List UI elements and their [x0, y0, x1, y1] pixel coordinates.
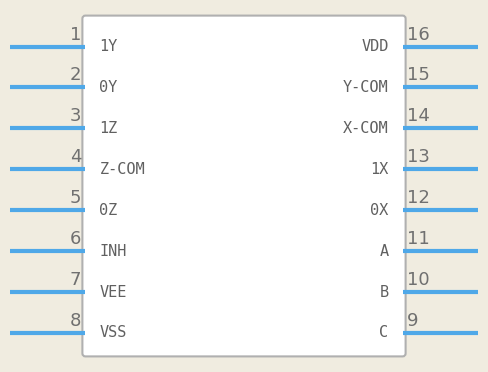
- Text: 10: 10: [407, 271, 429, 289]
- Text: 12: 12: [407, 189, 429, 207]
- Text: 0X: 0X: [370, 203, 388, 218]
- Text: VDD: VDD: [361, 39, 388, 54]
- Text: 1X: 1X: [370, 162, 388, 177]
- FancyBboxPatch shape: [82, 16, 406, 356]
- Text: 15: 15: [407, 67, 429, 84]
- Text: 1: 1: [70, 26, 81, 44]
- Text: 13: 13: [407, 148, 429, 166]
- Text: INH: INH: [100, 244, 127, 259]
- Text: A: A: [380, 244, 388, 259]
- Text: Z-COM: Z-COM: [100, 162, 145, 177]
- Text: VSS: VSS: [100, 326, 127, 340]
- Text: Y-COM: Y-COM: [343, 80, 388, 95]
- Text: C: C: [380, 326, 388, 340]
- Text: 9: 9: [407, 312, 418, 330]
- Text: 7: 7: [70, 271, 81, 289]
- Text: VEE: VEE: [100, 285, 127, 299]
- Text: 1Z: 1Z: [100, 121, 118, 136]
- Text: 1Y: 1Y: [100, 39, 118, 54]
- Text: 3: 3: [70, 108, 81, 125]
- Text: 0Y: 0Y: [100, 80, 118, 95]
- Text: 8: 8: [70, 312, 81, 330]
- Text: X-COM: X-COM: [343, 121, 388, 136]
- Text: 6: 6: [70, 230, 81, 248]
- Text: 0Z: 0Z: [100, 203, 118, 218]
- Text: 5: 5: [70, 189, 81, 207]
- Text: 14: 14: [407, 108, 429, 125]
- Text: 16: 16: [407, 26, 429, 44]
- Text: 4: 4: [70, 148, 81, 166]
- Text: 11: 11: [407, 230, 429, 248]
- Text: B: B: [380, 285, 388, 299]
- Text: 2: 2: [70, 67, 81, 84]
